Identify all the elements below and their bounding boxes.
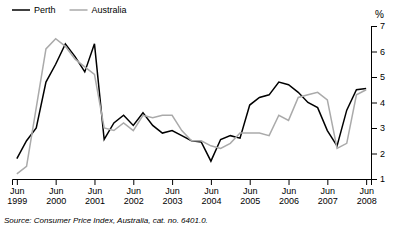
x-tick-mark bbox=[289, 179, 290, 185]
x-tick: Jun2006 bbox=[279, 179, 299, 206]
x-tick-label-line: 2002 bbox=[124, 196, 144, 206]
legend-label: Australia bbox=[92, 5, 127, 15]
x-tick-label-line: Jun bbox=[165, 186, 180, 196]
x-tick: Jun2000 bbox=[46, 179, 66, 206]
x-tick-label: Jun2000 bbox=[46, 186, 66, 206]
x-tick-mark bbox=[17, 179, 18, 185]
y-tick-mark bbox=[371, 154, 377, 155]
y-tick-label: 4 bbox=[380, 98, 385, 108]
x-tick-label-line: 1999 bbox=[7, 196, 27, 206]
x-tick-label-line: Jun bbox=[10, 186, 25, 196]
x-tick-label-line: Jun bbox=[321, 186, 336, 196]
y-tick-label: 6 bbox=[380, 47, 385, 57]
legend-swatch bbox=[12, 9, 30, 11]
legend-item: Perth bbox=[12, 5, 56, 15]
y-tick-label: 5 bbox=[380, 72, 385, 82]
legend-label: Perth bbox=[34, 5, 56, 15]
x-tick-label-line: Jun bbox=[359, 186, 374, 196]
y-tick: 2 bbox=[371, 149, 385, 159]
x-tick-label-line: 2004 bbox=[201, 196, 221, 206]
x-tick-mark bbox=[56, 179, 57, 185]
y-tick: 1 bbox=[371, 174, 385, 184]
x-tick-label-line: Jun bbox=[49, 186, 64, 196]
plot: Jun1999Jun2000Jun2001Jun2002Jun2003Jun20… bbox=[7, 9, 385, 206]
x-tick: Jun2004 bbox=[201, 179, 221, 206]
x-tick-label-line: 2008 bbox=[357, 196, 377, 206]
x-tick-label: Jun2008 bbox=[357, 186, 377, 206]
x-tick-label: Jun2005 bbox=[240, 186, 260, 206]
x-tick-mark bbox=[133, 179, 134, 185]
legend-swatch bbox=[70, 9, 88, 11]
y-tick-mark bbox=[371, 26, 377, 27]
x-axis: Jun1999Jun2000Jun2001Jun2002Jun2003Jun20… bbox=[7, 179, 376, 206]
y-tick-label: 7 bbox=[380, 21, 385, 31]
y-tick-mark bbox=[371, 103, 377, 104]
y-tick: 6 bbox=[371, 47, 385, 57]
x-tick-label-line: Jun bbox=[88, 186, 103, 196]
x-tick-label-line: Jun bbox=[127, 186, 142, 196]
y-axis-title: % bbox=[375, 9, 384, 20]
x-tick: Jun2002 bbox=[124, 179, 144, 206]
x-tick: Jun2007 bbox=[318, 179, 338, 206]
y-tick-label: 2 bbox=[380, 149, 385, 159]
x-tick: Jun1999 bbox=[7, 179, 27, 206]
x-axis-line bbox=[13, 180, 372, 186]
x-tick-label-line: Jun bbox=[282, 186, 297, 196]
x-tick: Jun2003 bbox=[163, 179, 183, 206]
y-axis-line bbox=[372, 27, 378, 180]
x-tick-label: Jun2007 bbox=[318, 186, 338, 206]
x-tick-label: Jun2002 bbox=[124, 186, 144, 206]
x-tick-label: Jun1999 bbox=[7, 186, 27, 206]
x-tick: Jun2001 bbox=[85, 179, 105, 206]
y-tick: 3 bbox=[371, 123, 385, 133]
source-note: Source: Consumer Price Index, Australia,… bbox=[4, 216, 208, 225]
x-tick-label-line: Jun bbox=[204, 186, 219, 196]
y-tick-mark bbox=[371, 52, 377, 53]
x-tick-mark bbox=[211, 179, 212, 185]
x-tick-label: Jun2001 bbox=[85, 186, 105, 206]
x-tick-mark bbox=[366, 179, 367, 185]
x-tick-mark bbox=[250, 179, 251, 185]
x-tick: Jun2005 bbox=[240, 179, 260, 206]
lines bbox=[17, 39, 366, 174]
y-tick: 4 bbox=[371, 98, 385, 108]
x-tick-label-line: 2003 bbox=[163, 196, 183, 206]
x-tick-label: Jun2006 bbox=[279, 186, 299, 206]
series-line bbox=[17, 39, 366, 174]
x-tick-label-line: 2001 bbox=[85, 196, 105, 206]
y-tick-label: 3 bbox=[380, 123, 385, 133]
y-tick: 5 bbox=[371, 72, 385, 82]
x-tick-label-line: 2006 bbox=[279, 196, 299, 206]
y-tick: 7 bbox=[371, 21, 385, 31]
x-tick-label-line: 2005 bbox=[240, 196, 260, 206]
x-tick-mark bbox=[94, 179, 95, 185]
x-tick-label-line: 2000 bbox=[46, 196, 66, 206]
y-tick-mark bbox=[371, 179, 377, 180]
series-line bbox=[17, 44, 366, 161]
x-tick-label: Jun2004 bbox=[201, 186, 221, 206]
legend: Perth Australia bbox=[12, 5, 127, 15]
chart: Jun1999Jun2000Jun2001Jun2002Jun2003Jun20… bbox=[0, 0, 397, 227]
x-tick-label-line: 2007 bbox=[318, 196, 338, 206]
y-tick-label: 1 bbox=[380, 174, 385, 184]
y-axis: 1 2 3 4 5 6 7 bbox=[371, 21, 385, 184]
y-tick-mark bbox=[371, 77, 377, 78]
x-tick: Jun2008 bbox=[357, 179, 377, 206]
x-tick-label: Jun2003 bbox=[163, 186, 183, 206]
y-tick-mark bbox=[371, 128, 377, 129]
x-tick-mark bbox=[327, 179, 328, 185]
x-tick-mark bbox=[172, 179, 173, 185]
x-tick-label-line: Jun bbox=[243, 186, 258, 196]
legend-item: Australia bbox=[70, 5, 127, 15]
